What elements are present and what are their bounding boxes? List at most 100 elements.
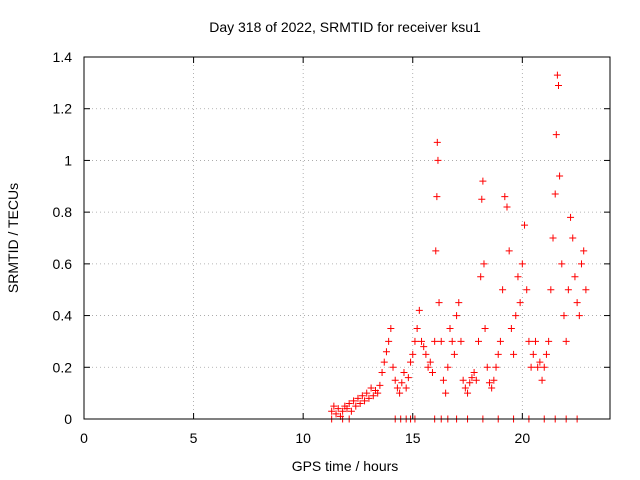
data-point xyxy=(540,363,548,371)
data-point xyxy=(459,376,467,384)
data-point xyxy=(369,392,377,400)
x-tick-label: 15 xyxy=(405,430,421,446)
data-point xyxy=(483,363,491,371)
data-point xyxy=(444,363,452,371)
data-point xyxy=(453,312,461,320)
data-point xyxy=(461,384,469,392)
data-point xyxy=(478,195,486,203)
data-point xyxy=(492,363,500,371)
data-point xyxy=(376,381,384,389)
data-point xyxy=(514,273,522,281)
data-point xyxy=(446,325,454,332)
data-point xyxy=(361,397,369,405)
data-point xyxy=(501,193,509,201)
y-tick-label: 1 xyxy=(64,152,72,168)
data-point xyxy=(523,286,531,294)
data-point xyxy=(330,402,338,410)
data-point xyxy=(538,376,546,384)
data-point xyxy=(409,350,417,358)
data-point xyxy=(542,350,550,358)
y-tick-label: 0.2 xyxy=(53,359,73,375)
data-point xyxy=(567,213,575,221)
data-point xyxy=(529,350,537,358)
data-point xyxy=(385,337,393,345)
y-tick-label: 0 xyxy=(64,411,72,427)
data-point xyxy=(503,203,511,211)
data-point xyxy=(415,306,423,314)
data-point xyxy=(365,394,373,402)
data-point xyxy=(457,337,465,345)
data-point xyxy=(556,172,564,180)
data-point xyxy=(426,358,434,366)
data-point xyxy=(536,358,544,366)
data-point xyxy=(380,358,388,366)
data-point xyxy=(378,368,386,376)
data-point xyxy=(350,397,358,405)
data-point xyxy=(472,376,480,384)
data-point xyxy=(507,325,515,332)
data-point xyxy=(424,363,432,371)
data-point xyxy=(547,286,555,294)
data-point xyxy=(450,350,458,358)
data-point xyxy=(527,363,535,371)
data-point xyxy=(494,350,502,358)
data-point xyxy=(571,273,579,281)
data-point xyxy=(347,407,355,415)
data-point xyxy=(413,325,421,332)
data-point xyxy=(564,286,572,294)
data-point xyxy=(578,260,586,268)
data-point xyxy=(525,337,533,345)
data-point xyxy=(434,156,442,164)
data-point xyxy=(352,402,360,410)
data-point xyxy=(552,131,560,139)
data-point xyxy=(332,410,340,418)
data-point xyxy=(400,368,408,376)
data-point xyxy=(431,337,439,345)
data-point xyxy=(437,337,445,345)
data-point xyxy=(479,177,487,185)
data-point xyxy=(411,337,419,345)
data-point xyxy=(510,350,518,358)
data-point xyxy=(455,299,463,307)
data-point xyxy=(420,343,428,351)
data-point xyxy=(569,234,577,242)
data-point xyxy=(582,286,590,294)
data-point xyxy=(398,379,406,387)
data-point xyxy=(545,337,553,345)
data-point xyxy=(573,299,581,307)
data-point xyxy=(490,376,498,384)
data-point xyxy=(531,337,539,345)
data-point xyxy=(475,337,482,345)
data-point xyxy=(433,193,441,201)
data-point xyxy=(404,374,412,382)
data-point xyxy=(382,348,390,356)
data-point xyxy=(470,368,478,376)
data-point xyxy=(433,138,441,146)
y-axis-label: SRMTID / TECUs xyxy=(5,183,21,293)
data-point xyxy=(343,405,351,413)
x-tick-label: 0 xyxy=(80,430,88,446)
data-point xyxy=(363,389,371,397)
data-point xyxy=(551,190,559,198)
data-point xyxy=(374,389,382,397)
data-point xyxy=(468,374,476,382)
data-point xyxy=(464,389,472,397)
data-point xyxy=(391,376,399,384)
data-point xyxy=(560,312,568,320)
x-tick-label: 20 xyxy=(515,430,531,446)
data-point xyxy=(549,234,557,242)
data-point xyxy=(575,312,583,320)
data-point xyxy=(505,247,513,255)
y-tick-label: 0.8 xyxy=(53,204,73,220)
data-point xyxy=(387,325,395,332)
data-point xyxy=(521,221,529,229)
data-point xyxy=(499,286,507,294)
data-point xyxy=(358,392,366,400)
x-tick-label: 10 xyxy=(295,430,311,446)
data-point xyxy=(558,260,566,268)
y-tick-label: 0.4 xyxy=(53,308,73,324)
data-point xyxy=(562,337,570,345)
data-point xyxy=(432,247,440,255)
